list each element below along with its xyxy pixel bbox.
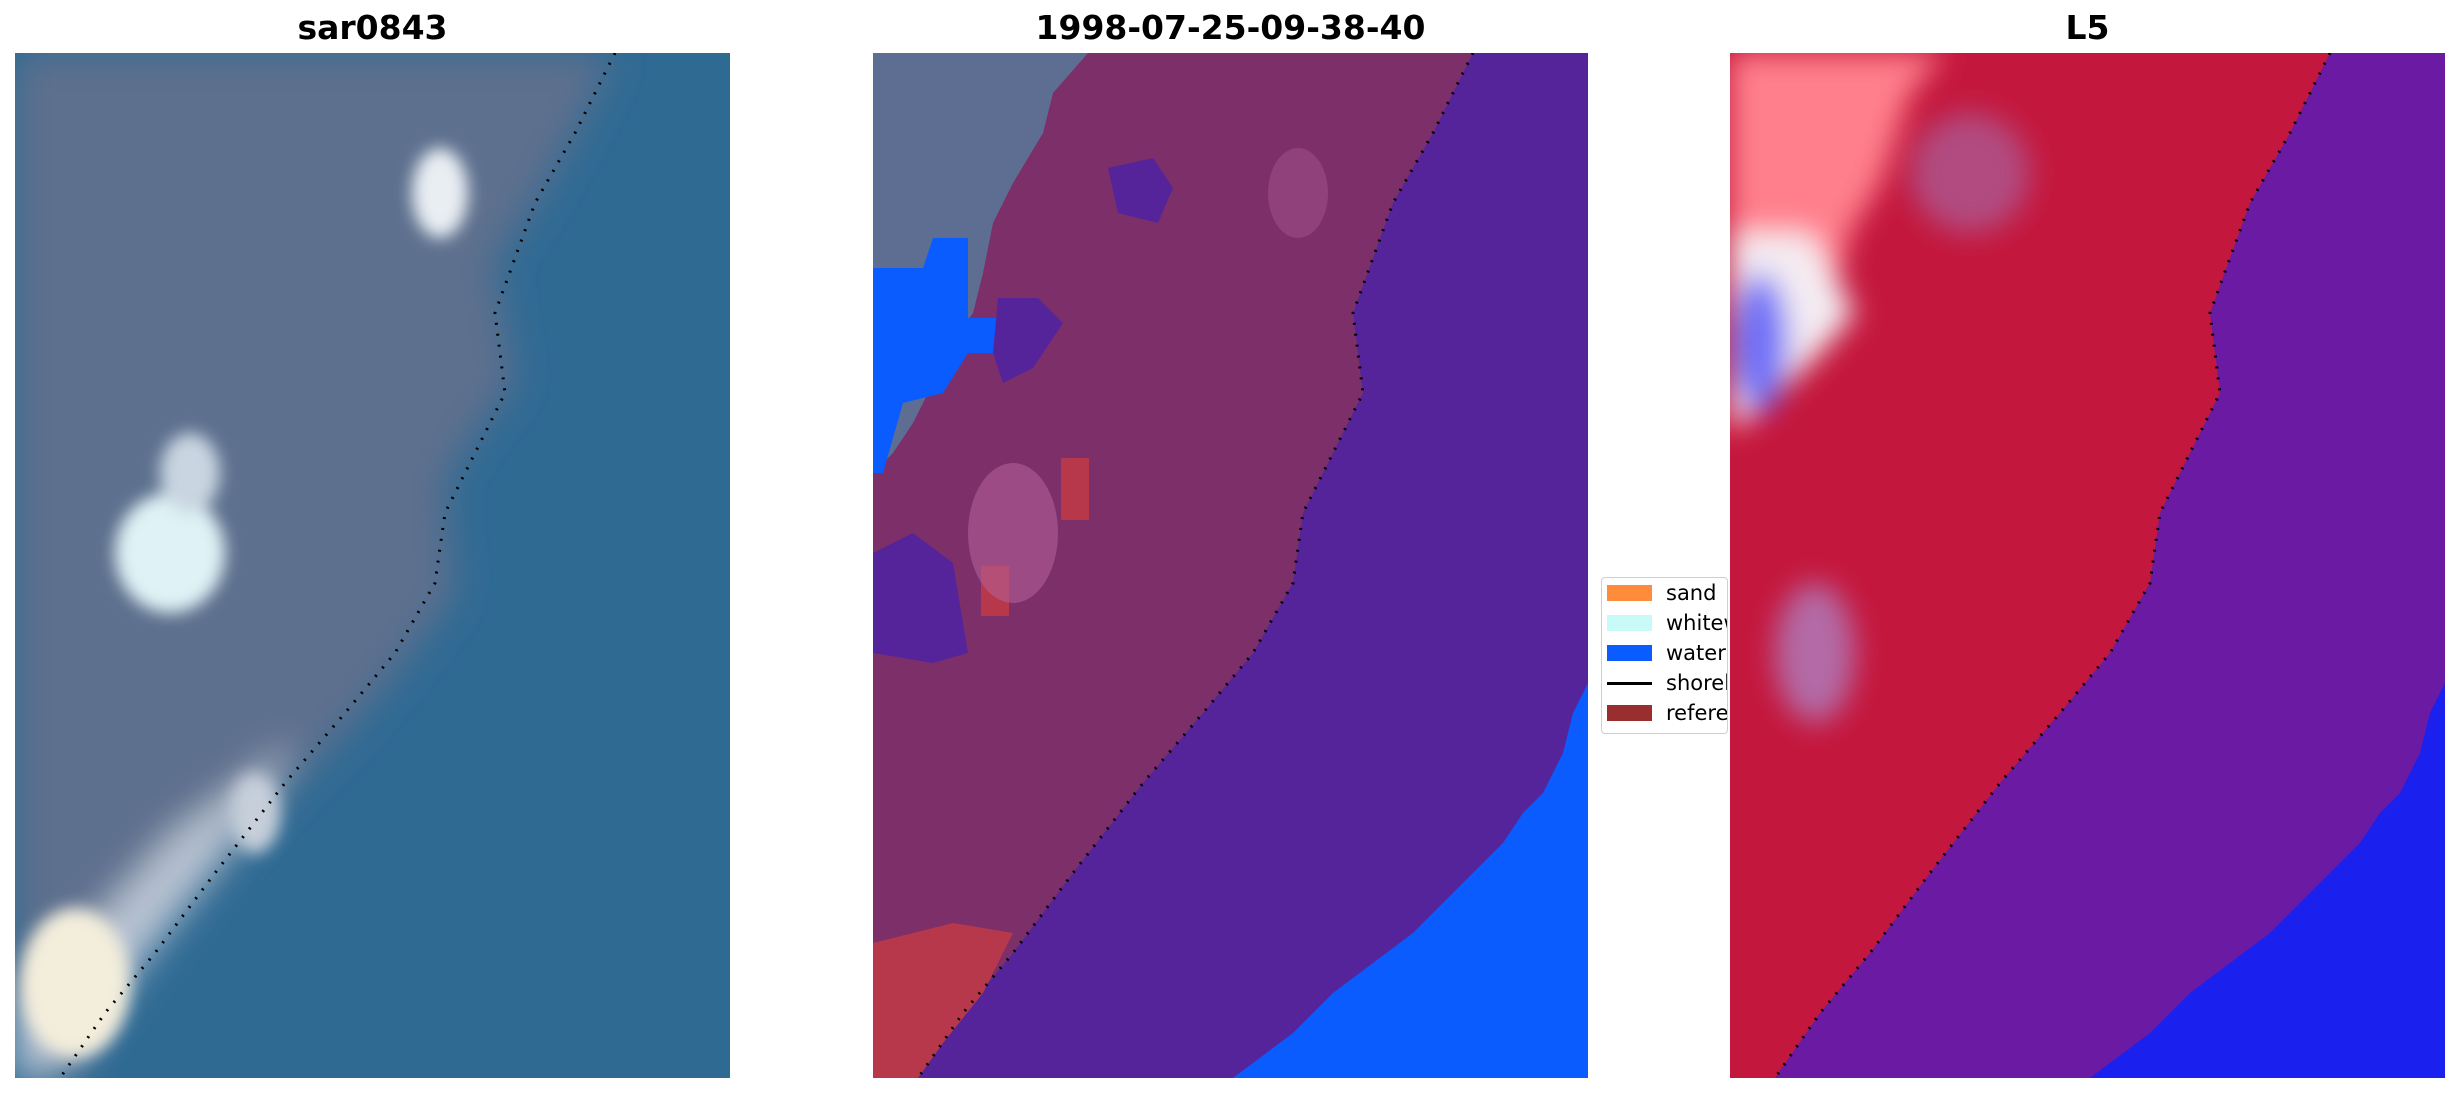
rgb-bright-patch bbox=[412, 148, 468, 238]
class-purple-blob bbox=[873, 533, 968, 663]
index-panel bbox=[1730, 53, 2445, 1078]
legend-item-shoreline: shoreline bbox=[1602, 668, 1727, 698]
panel-title-index: L5 bbox=[2065, 8, 2110, 47]
shoreline-dotted bbox=[1773, 53, 2332, 1078]
sand-swatch bbox=[1607, 585, 1652, 601]
reference-swatch bbox=[1607, 705, 1652, 721]
index-land-area bbox=[1730, 53, 2330, 1078]
classification-panel bbox=[873, 53, 1588, 1078]
index-blue-region bbox=[2090, 683, 2445, 1078]
rgb-bright-patch bbox=[160, 433, 220, 513]
class-red-patch bbox=[1061, 458, 1089, 520]
class-blue-region bbox=[873, 238, 998, 473]
panel-title-classification: 1998-07-25-09-38-40 bbox=[1035, 8, 1426, 47]
index-blue-patch bbox=[1732, 273, 1788, 413]
rgb-image-panel bbox=[15, 53, 730, 1078]
legend-label: sand bbox=[1666, 581, 1717, 605]
legend-item-sand: sand bbox=[1602, 578, 1727, 608]
rgb-bright-patch bbox=[230, 773, 280, 853]
class-blue-water-region bbox=[1233, 683, 1588, 1078]
class-pink-highlight bbox=[1268, 148, 1328, 238]
legend-item-reference: reference bbox=[1602, 698, 1728, 728]
index-violet-patch bbox=[1775, 583, 1855, 723]
rgb-bright-patch bbox=[115, 493, 225, 613]
water-swatch bbox=[1607, 645, 1652, 661]
legend-label: reference bbox=[1666, 701, 1728, 725]
panel-title-rgb: sar0843 bbox=[297, 8, 448, 47]
legend-label: water bbox=[1666, 641, 1726, 665]
class-pink-highlight bbox=[968, 463, 1058, 603]
shoreline-line-swatch bbox=[1607, 682, 1652, 685]
class-purple-blob bbox=[993, 298, 1063, 383]
legend-item-water: water bbox=[1602, 638, 1727, 668]
class-purple-blob bbox=[1108, 158, 1173, 223]
shoreline-dotted bbox=[916, 53, 1475, 1078]
legend-label: shoreline bbox=[1666, 671, 1727, 695]
rgb-bright-patch bbox=[20, 908, 130, 1058]
shoreline-dotted bbox=[58, 53, 617, 1078]
whitewater-swatch bbox=[1607, 615, 1652, 631]
index-violet-patch bbox=[1910, 113, 2030, 233]
rgb-land-area bbox=[15, 53, 615, 1078]
class-red-region bbox=[873, 923, 1013, 1078]
